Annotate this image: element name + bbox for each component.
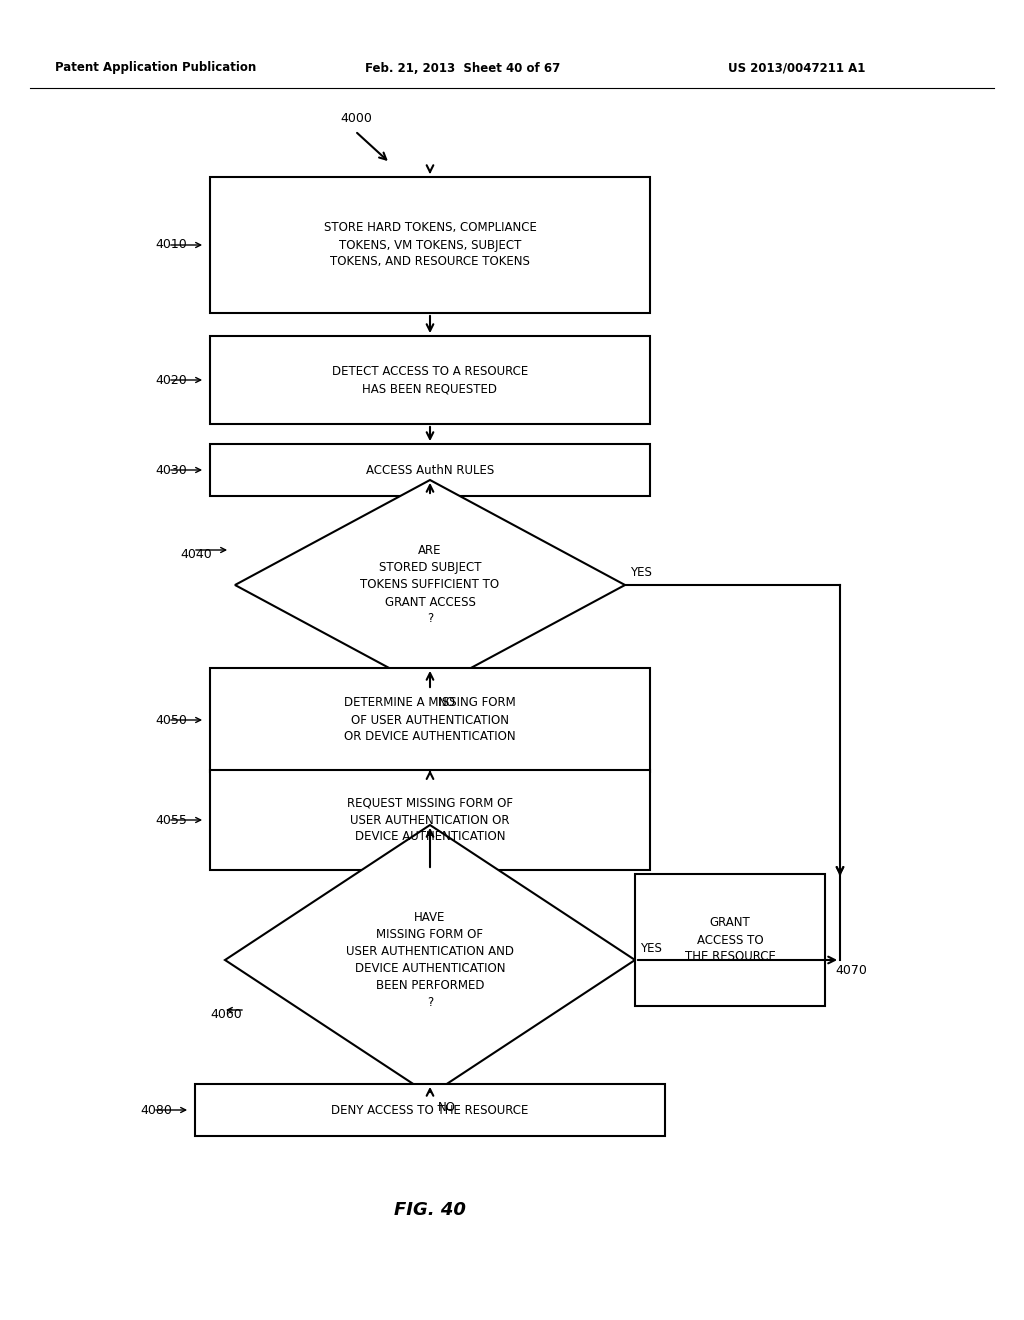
Text: 4060: 4060 — [210, 1008, 242, 1022]
Text: HAVE
MISSING FORM OF
USER AUTHENTICATION AND
DEVICE AUTHENTICATION
BEEN PERFORME: HAVE MISSING FORM OF USER AUTHENTICATION… — [346, 911, 514, 1008]
Text: NO: NO — [438, 696, 456, 709]
Text: YES: YES — [640, 941, 662, 954]
Text: DENY ACCESS TO THE RESOURCE: DENY ACCESS TO THE RESOURCE — [332, 1104, 528, 1117]
Text: 4050: 4050 — [155, 714, 186, 726]
Bar — [210, 444, 650, 496]
Text: DETECT ACCESS TO A RESOURCE
HAS BEEN REQUESTED: DETECT ACCESS TO A RESOURCE HAS BEEN REQ… — [332, 366, 528, 395]
Text: 4055: 4055 — [155, 813, 186, 826]
Text: Patent Application Publication: Patent Application Publication — [55, 62, 256, 74]
Bar — [210, 337, 650, 424]
Text: FIG. 40: FIG. 40 — [394, 1201, 466, 1218]
Text: 4010: 4010 — [155, 239, 186, 252]
Text: US 2013/0047211 A1: US 2013/0047211 A1 — [728, 62, 865, 74]
Text: 4070: 4070 — [835, 964, 867, 977]
Text: REQUEST MISSING FORM OF
USER AUTHENTICATION OR
DEVICE AUTHENTICATION: REQUEST MISSING FORM OF USER AUTHENTICAT… — [347, 796, 513, 843]
Text: GRANT
ACCESS TO
THE RESOURCE: GRANT ACCESS TO THE RESOURCE — [685, 916, 775, 964]
Bar — [210, 177, 650, 313]
Text: YES: YES — [630, 566, 652, 579]
Text: ARE
STORED SUBJECT
TOKENS SUFFICIENT TO
GRANT ACCESS
?: ARE STORED SUBJECT TOKENS SUFFICIENT TO … — [360, 544, 500, 626]
Text: STORE HARD TOKENS, COMPLIANCE
TOKENS, VM TOKENS, SUBJECT
TOKENS, AND RESOURCE TO: STORE HARD TOKENS, COMPLIANCE TOKENS, VM… — [324, 222, 537, 268]
Bar — [635, 874, 825, 1006]
Bar — [195, 1084, 665, 1137]
Bar — [210, 668, 650, 772]
Text: 4040: 4040 — [180, 549, 212, 561]
Polygon shape — [234, 480, 625, 690]
Text: 4020: 4020 — [155, 374, 186, 387]
Text: NO: NO — [438, 1101, 456, 1114]
Bar — [210, 770, 650, 870]
Text: DETERMINE A MISSING FORM
OF USER AUTHENTICATION
OR DEVICE AUTHENTICATION: DETERMINE A MISSING FORM OF USER AUTHENT… — [344, 697, 516, 743]
Text: 4030: 4030 — [155, 463, 186, 477]
Text: ACCESS AuthN RULES: ACCESS AuthN RULES — [366, 463, 495, 477]
Polygon shape — [225, 825, 635, 1096]
Text: 4080: 4080 — [140, 1104, 172, 1117]
Text: 4000: 4000 — [340, 111, 372, 124]
Text: Feb. 21, 2013  Sheet 40 of 67: Feb. 21, 2013 Sheet 40 of 67 — [365, 62, 560, 74]
